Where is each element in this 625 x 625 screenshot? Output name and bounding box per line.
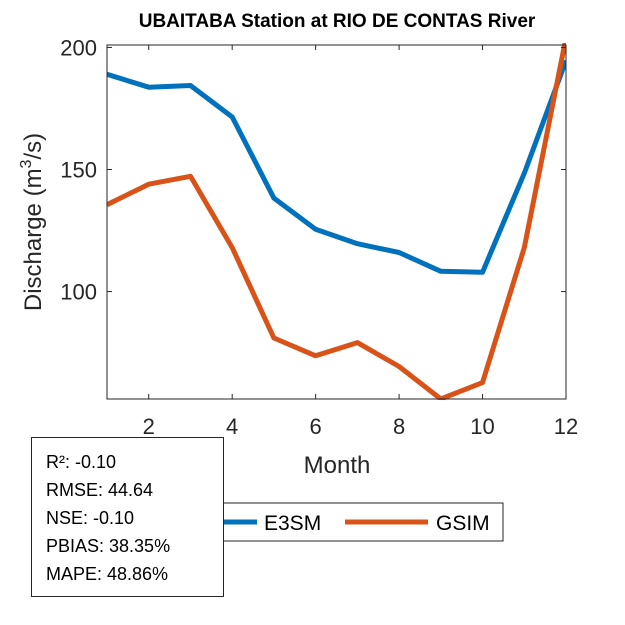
x-tick-label: 8 bbox=[393, 414, 405, 439]
plot-area bbox=[107, 45, 566, 399]
legend-label-gsim: GSIM bbox=[436, 512, 490, 535]
series-line-gsim bbox=[107, 43, 566, 400]
chart-title: UBAITABA Station at RIO DE CONTAS River bbox=[139, 11, 536, 32]
x-tick-label: 2 bbox=[143, 414, 155, 439]
series-line-e3sm bbox=[107, 59, 566, 275]
x-tick-label: 6 bbox=[310, 414, 322, 439]
y-axis-label-main: Discharge (m bbox=[20, 168, 47, 311]
metric-nse: NSE: -0.10 bbox=[46, 508, 135, 528]
x-tick-label: 12 bbox=[554, 414, 578, 439]
metric-rmse: RMSE: 44.64 bbox=[46, 480, 154, 500]
y-tick-label: 100 bbox=[60, 280, 97, 305]
metric-r2: R²: -0.10 bbox=[46, 452, 117, 472]
x-axis-label: Month bbox=[304, 452, 371, 479]
x-tick-label: 10 bbox=[470, 414, 494, 439]
y-axis-label: Discharge (m3/s) bbox=[18, 133, 47, 311]
y-tick-label: 150 bbox=[60, 158, 97, 183]
plot-frame bbox=[106, 44, 567, 400]
metric-pbias: PBIAS: 38.35% bbox=[46, 536, 171, 556]
y-axis-label-sup: 3 bbox=[18, 159, 35, 168]
metric-mape: MAPE: 48.86% bbox=[46, 564, 169, 584]
x-tick-label: 4 bbox=[226, 414, 238, 439]
y-axis-label-tail: /s) bbox=[20, 133, 47, 160]
metrics-box: R²: -0.10 RMSE: 44.64 NSE: -0.10 PBIAS: … bbox=[31, 437, 224, 597]
y-tick-label: 200 bbox=[60, 35, 97, 60]
legend-label-e3sm: E3SM bbox=[264, 512, 321, 535]
